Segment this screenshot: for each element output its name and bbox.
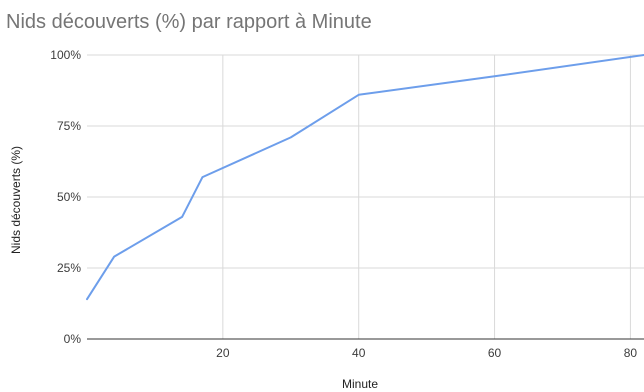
x-tick-label: 60 xyxy=(488,346,502,360)
x-tick-label: 40 xyxy=(352,346,366,360)
y-tick-label: 25% xyxy=(57,261,81,275)
y-axis-title: Nids découverts (%) xyxy=(9,146,23,254)
series-layer xyxy=(86,54,644,301)
x-axis-ticks: 20 40 60 80 xyxy=(216,346,637,360)
x-tick-label: 80 xyxy=(624,346,638,360)
x-tick-label: 20 xyxy=(216,346,230,360)
x-axis-title: Minute xyxy=(342,377,378,391)
y-tick-label: 100% xyxy=(50,48,81,62)
grid-lines xyxy=(87,54,644,339)
chart-title: Nids découverts (%) par rapport à Minute xyxy=(6,11,372,33)
y-tick-label: 50% xyxy=(57,190,81,204)
y-tick-label: 75% xyxy=(57,119,81,133)
y-axis-ticks: 0% 25% 50% 75% 100% xyxy=(50,48,81,346)
series-line xyxy=(86,54,644,301)
y-tick-label: 0% xyxy=(64,332,82,346)
